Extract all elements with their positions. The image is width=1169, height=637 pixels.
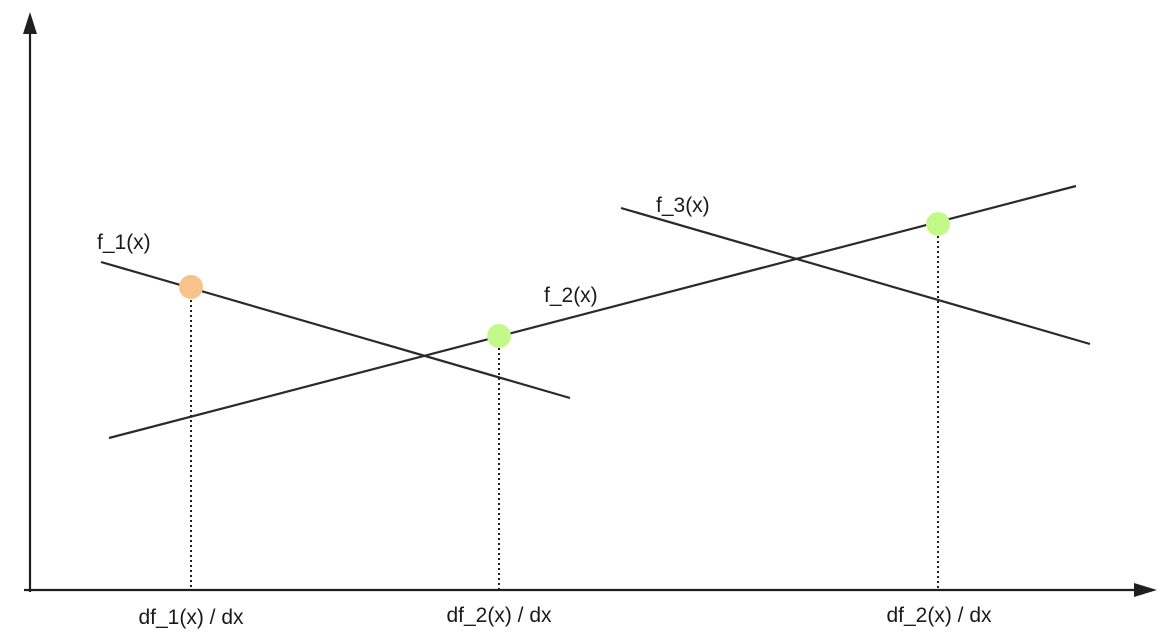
- point-f1: [179, 275, 203, 299]
- f3-label: f_3(x): [656, 194, 710, 217]
- x-axis-arrow: [1134, 583, 1157, 597]
- f1-label: f_1(x): [97, 231, 151, 254]
- y-axis-arrow: [23, 12, 37, 34]
- tangent-points: [179, 212, 950, 348]
- function-lines: [100, 184, 1091, 440]
- f2-line: [108, 184, 1077, 440]
- f3-line: [620, 206, 1091, 346]
- derivative-label-1: df_1(x) / dx: [138, 606, 244, 629]
- derivative-label-3: df_2(x) / dx: [886, 604, 992, 627]
- axes: [23, 12, 1157, 597]
- point-f2: [487, 324, 511, 348]
- function-labels: f_1(x) f_2(x) f_3(x): [97, 194, 710, 307]
- f1-line: [100, 260, 571, 400]
- derivative-label-2: df_2(x) / dx: [446, 604, 552, 627]
- drop-lines: [190, 236, 939, 590]
- point-f3: [926, 212, 950, 236]
- derivative-labels: df_1(x) / dx df_2(x) / dx df_2(x) / dx: [138, 604, 992, 629]
- f2-label: f_2(x): [544, 284, 598, 307]
